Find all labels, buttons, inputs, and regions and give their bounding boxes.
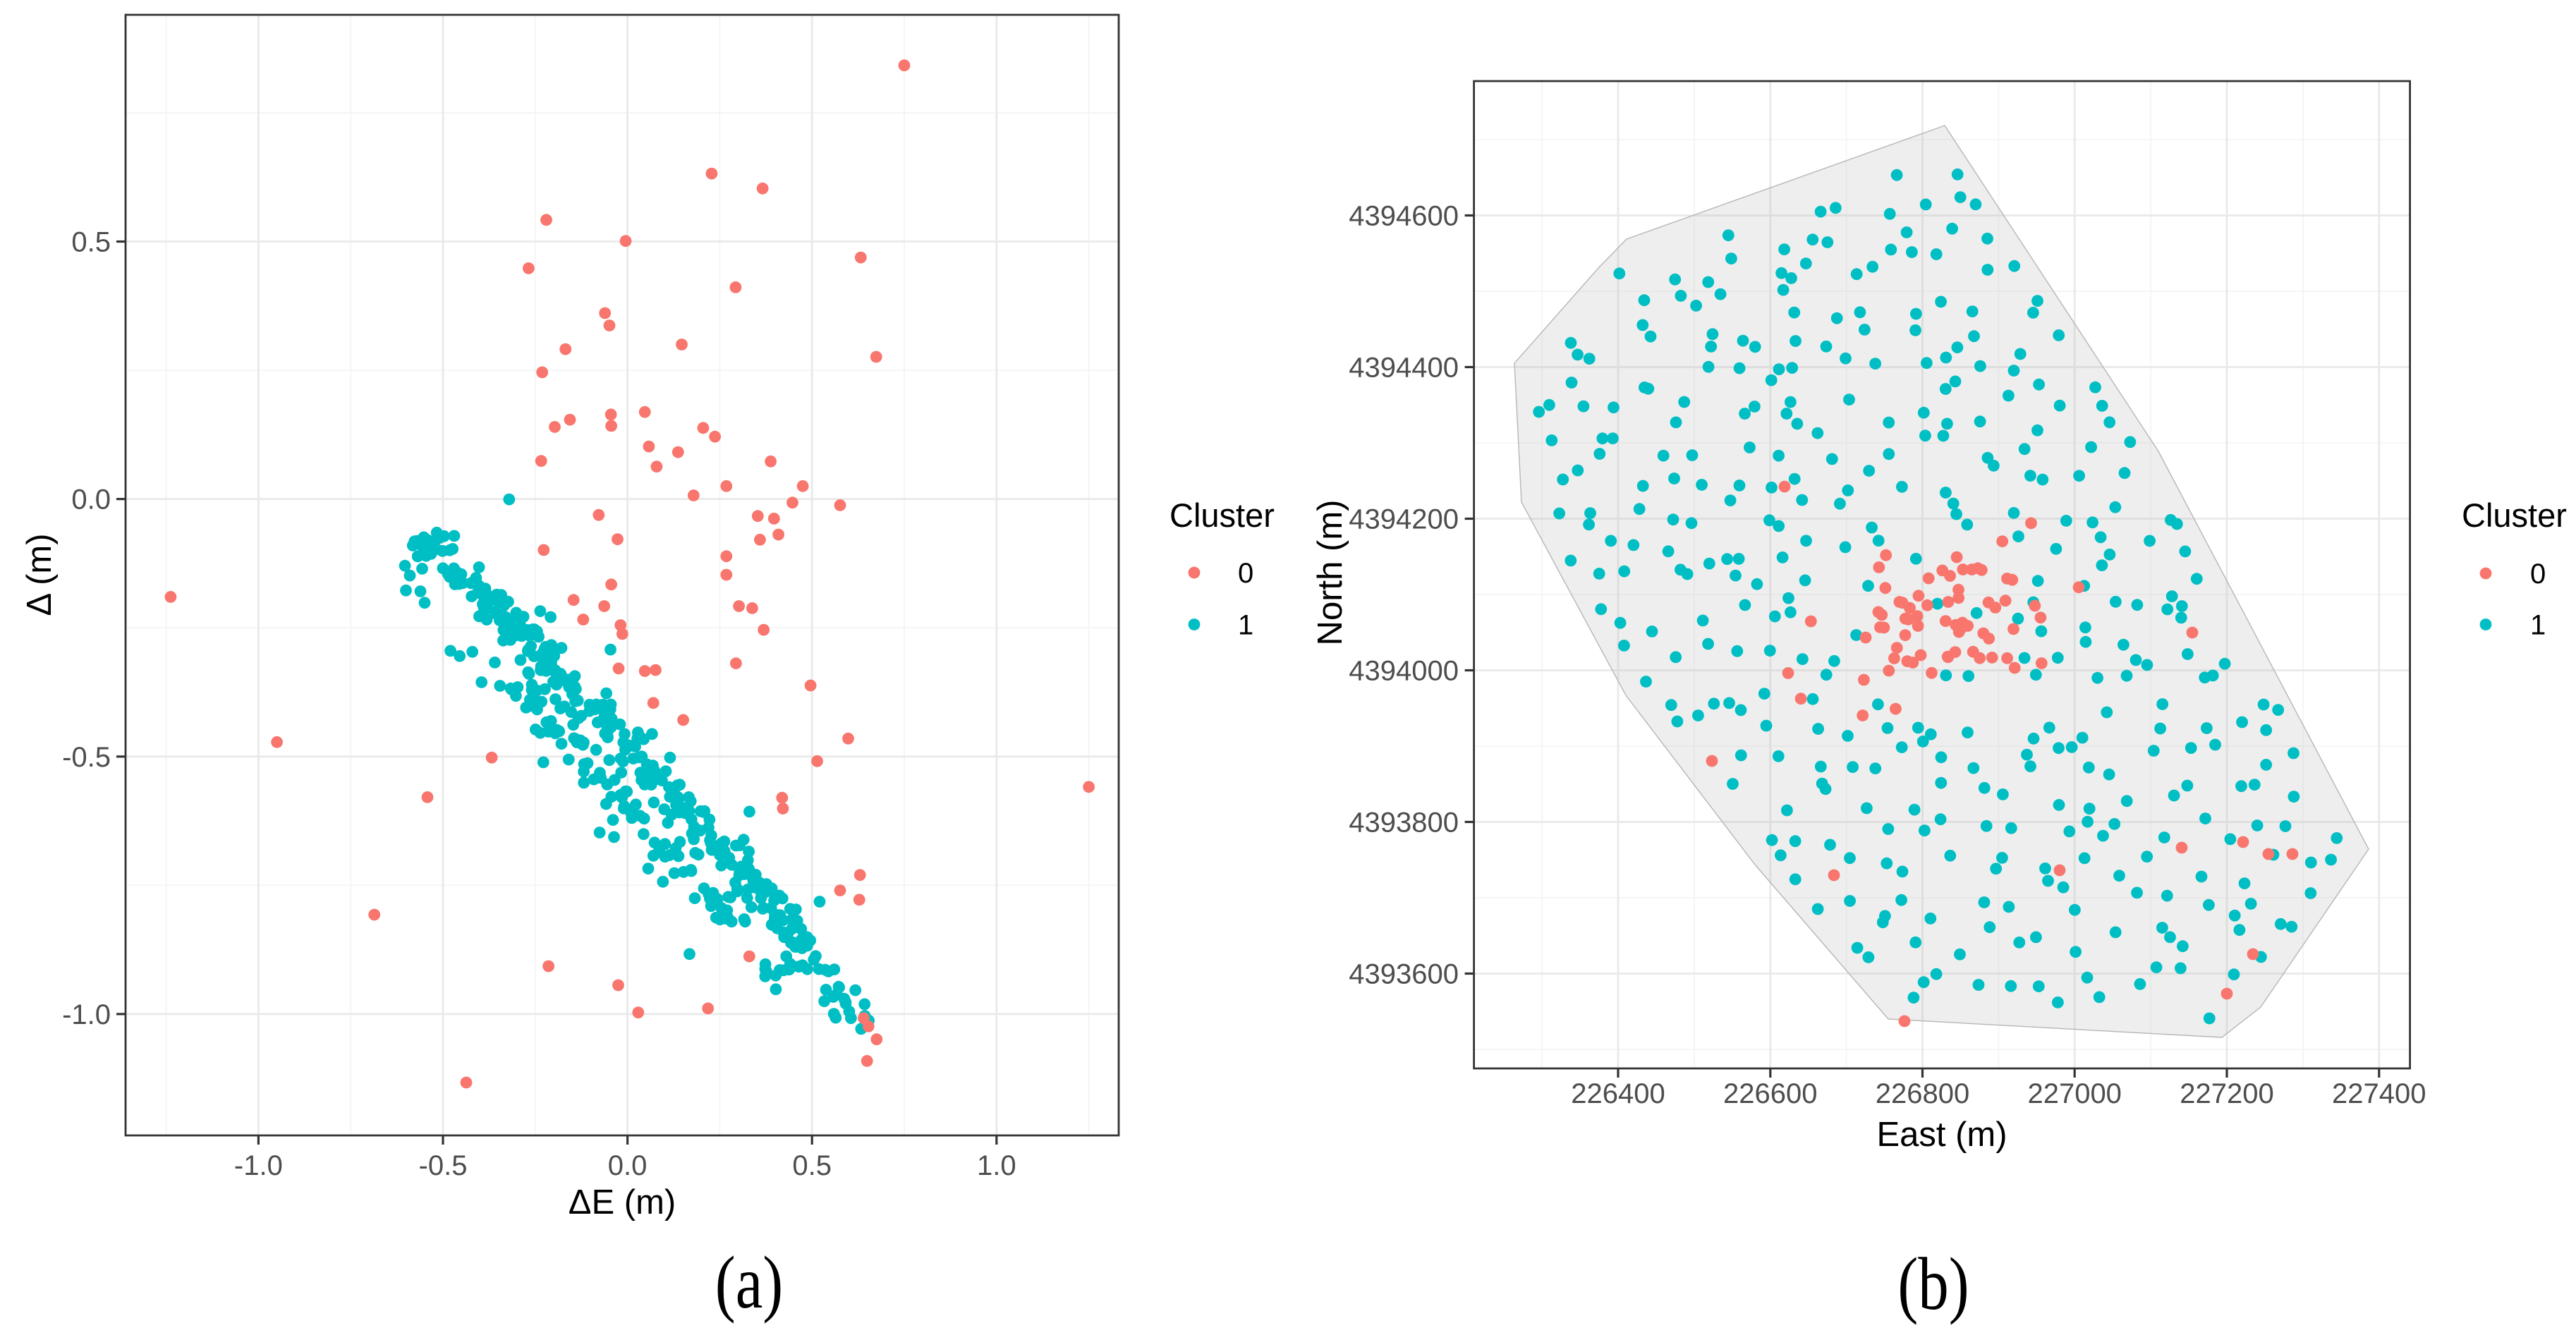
svg-text:227200: 227200 [2180, 1078, 2273, 1109]
svg-text:1: 1 [2530, 610, 2546, 641]
svg-text:0.5: 0.5 [792, 1150, 832, 1181]
svg-text:-0.5: -0.5 [62, 742, 111, 773]
svg-text:-0.5: -0.5 [419, 1150, 468, 1181]
svg-text:1: 1 [1238, 610, 1253, 641]
svg-text:(b): (b) [1897, 1243, 1969, 1325]
svg-text:227000: 227000 [2027, 1078, 2121, 1109]
svg-text:4393600: 4393600 [1349, 959, 1459, 990]
svg-text:(a): (a) [715, 1241, 783, 1324]
svg-text:-1.0: -1.0 [234, 1150, 283, 1181]
svg-text:0.0: 0.0 [71, 484, 111, 516]
svg-text:East (m): East (m) [1876, 1116, 2007, 1154]
svg-text:226600: 226600 [1723, 1078, 1817, 1109]
svg-text:4393800: 4393800 [1349, 807, 1459, 839]
svg-text:4394000: 4394000 [1349, 656, 1459, 687]
svg-text:0.0: 0.0 [608, 1150, 648, 1181]
svg-text:ΔE (m): ΔE (m) [569, 1183, 676, 1221]
svg-text:1.0: 1.0 [977, 1150, 1016, 1181]
svg-text:226800: 226800 [1876, 1078, 1969, 1109]
svg-text:4394200: 4394200 [1349, 504, 1459, 535]
svg-text:227400: 227400 [2332, 1078, 2426, 1109]
svg-text:North (m): North (m) [1311, 500, 1349, 646]
svg-text:Cluster: Cluster [1169, 496, 1275, 534]
svg-text:0: 0 [1238, 558, 1253, 589]
svg-text:4394400: 4394400 [1349, 353, 1459, 384]
svg-text:-1.0: -1.0 [62, 999, 111, 1030]
svg-text:0.5: 0.5 [71, 227, 111, 258]
svg-text:226400: 226400 [1571, 1078, 1665, 1109]
svg-text:4394600: 4394600 [1349, 201, 1459, 232]
svg-text:Cluster: Cluster [2462, 496, 2567, 534]
svg-text:0: 0 [2530, 559, 2546, 590]
svg-text:Δ (m): Δ (m) [20, 533, 59, 616]
